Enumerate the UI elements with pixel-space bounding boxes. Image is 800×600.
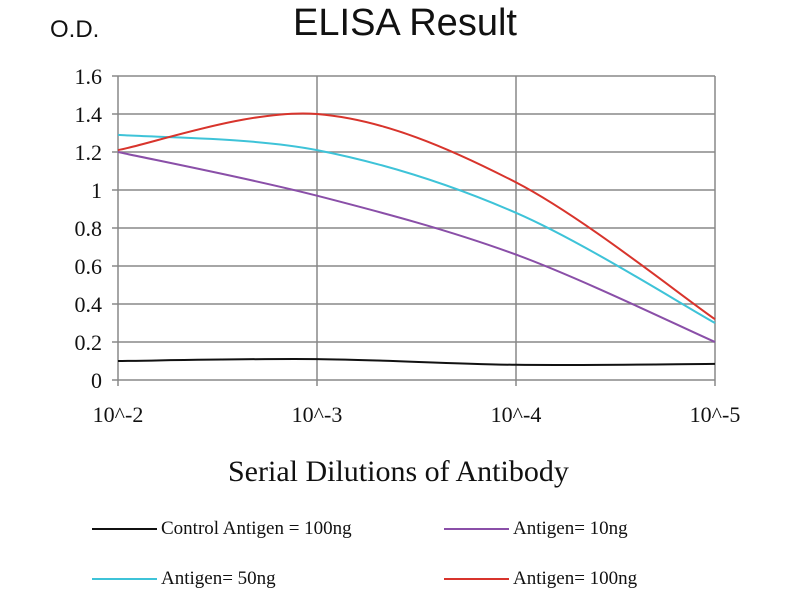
legend-swatch xyxy=(444,578,509,580)
legend-label: Antigen= 50ng xyxy=(161,568,276,589)
series-line xyxy=(117,112,716,321)
x-tick-label: 10^-3 xyxy=(292,402,343,427)
x-tick-label: 10^-2 xyxy=(93,402,144,427)
legend-swatch xyxy=(92,578,157,580)
x-axis-label: Serial Dilutions of Antibody xyxy=(228,455,569,488)
y-tick-label: 0.4 xyxy=(75,292,103,317)
legend-swatch xyxy=(444,528,509,530)
x-tick-label: 10^-4 xyxy=(491,402,542,427)
legend-item-100ng: Antigen= 100ng xyxy=(444,568,637,590)
y-tick-label: 0 xyxy=(91,368,102,393)
series-line xyxy=(117,151,716,343)
x-tick-label: 10^-5 xyxy=(690,402,741,427)
legend-label: Control Antigen = 100ng xyxy=(161,518,352,539)
series-line xyxy=(117,133,716,324)
y-tick-label: 0.8 xyxy=(75,216,103,241)
legend-label: Antigen= 10ng xyxy=(513,518,628,539)
chart-title: ELISA Result xyxy=(293,2,517,44)
y-tick-label: 1.2 xyxy=(75,140,103,165)
y-tick-label: 0.6 xyxy=(75,254,103,279)
y-tick-label: 0.2 xyxy=(75,330,103,355)
legend-item-10ng: Antigen= 10ng xyxy=(444,518,628,540)
legend-swatch xyxy=(92,528,157,530)
series-line xyxy=(117,357,716,367)
y-axis-label: O.D. xyxy=(50,16,100,43)
y-tick-label: 1.6 xyxy=(75,64,103,89)
legend-item-50ng: Antigen= 50ng xyxy=(92,568,276,590)
y-tick-label: 1 xyxy=(91,178,102,203)
legend-label: Antigen= 100ng xyxy=(513,568,638,589)
legend-item-control: Control Antigen = 100ng xyxy=(92,518,352,540)
y-tick-label: 1.4 xyxy=(75,102,103,127)
